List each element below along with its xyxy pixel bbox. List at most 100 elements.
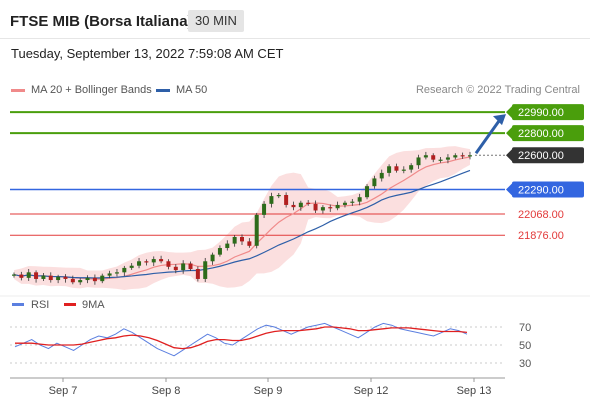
candle-body (262, 203, 267, 215)
candle-body (240, 236, 244, 242)
rsi-tick-label: 30 (519, 358, 531, 370)
rsi-panel: RSI 9MA 70 50 30 (10, 299, 531, 370)
chart-header: FTSE MIB (Borsa Italiana) 30 MIN (0, 0, 590, 39)
candle-body (350, 201, 355, 203)
candle-body (335, 204, 340, 209)
candle-body (26, 272, 31, 278)
candle-body (342, 202, 347, 205)
candle-body (401, 169, 406, 171)
candle-body (320, 207, 325, 211)
forecast-arrow-shaft (474, 117, 503, 155)
x-tick-label: Sep 13 (457, 385, 492, 397)
ma50-swatch (156, 88, 170, 92)
price-candles (12, 151, 472, 285)
ma9-line (15, 326, 468, 350)
level-label-resistance: 22800.00 (518, 128, 564, 140)
candle-body (137, 261, 142, 266)
candle-body (107, 273, 112, 276)
candle-body (166, 261, 171, 267)
candle-body (269, 196, 274, 204)
candle-body (394, 166, 399, 171)
candle-body (379, 172, 384, 179)
candle-body (114, 272, 119, 274)
candle-body (306, 202, 311, 204)
candle-body (254, 214, 259, 246)
candle-body (159, 259, 164, 262)
candle-body (387, 166, 392, 173)
ma50-line (13, 169, 471, 279)
legend-ma50: MA 50 (156, 84, 207, 96)
level-label-pivot: 22290.00 (518, 184, 564, 196)
candle-body (203, 261, 208, 279)
moving-averages (13, 156, 471, 280)
candle-body (313, 203, 318, 211)
candle-body (438, 159, 443, 161)
level-label-last: 22600.00 (518, 150, 564, 162)
candle-body (372, 178, 377, 187)
candle-body (445, 157, 450, 160)
level-tag-bg (512, 104, 584, 121)
candle-body (298, 202, 303, 208)
level-lines (10, 111, 505, 236)
candle-body (78, 280, 83, 283)
candle-body (291, 204, 296, 208)
candle-body (41, 275, 46, 279)
forecast-arrow (474, 114, 506, 155)
level-label-resistance: 22990.00 (518, 107, 564, 119)
candle-body (365, 186, 370, 198)
forecast-arrow-head (493, 114, 506, 126)
candle-body (453, 155, 458, 158)
ma20-line (13, 156, 471, 280)
timestamp: Tuesday, September 13, 2022 7:59:08 AM C… (11, 46, 284, 61)
candle-body (409, 165, 414, 170)
candle-body (357, 197, 362, 202)
ma9-legend-label: 9MA (82, 299, 105, 311)
timeframe-badge[interactable]: 30 MIN (188, 10, 244, 32)
level-tag-pointer (506, 106, 512, 119)
candle-body (416, 157, 421, 166)
candle-body (34, 272, 39, 279)
level-labels: 22990.00 22800.00 22600.00 22290.00 22068.00… (506, 104, 584, 242)
candle-body (100, 275, 105, 282)
candle-body (210, 254, 215, 262)
bollinger-fill (14, 146, 470, 290)
candle-body (468, 155, 472, 157)
candle-body (144, 261, 149, 263)
candle-body (129, 265, 134, 268)
rsi-tick-label: 70 (519, 322, 531, 334)
candle-body (70, 278, 75, 283)
level-label-support: 21876.00 (518, 230, 564, 242)
level-label-support: 22068.00 (518, 209, 564, 221)
x-axis: Sep 7 Sep 8 Sep 9 Sep 12 Sep 13 (0, 295, 590, 397)
page-title: FTSE MIB (Borsa Italiana) (10, 13, 193, 30)
level-tag-pointer (506, 127, 512, 140)
candle-body (12, 274, 16, 276)
research-credit: Research © 2022 Trading Central (415, 84, 580, 96)
level-tag-bg (512, 147, 584, 164)
bollinger-band (14, 146, 470, 290)
x-tick-label: Sep 9 (254, 385, 283, 397)
legend-ma50-label: MA 50 (176, 84, 208, 96)
rsi-legend-label: RSI (31, 299, 49, 311)
candle-body (63, 276, 68, 279)
candle-body (225, 243, 230, 249)
candle-body (284, 195, 289, 205)
candle-body (48, 275, 53, 281)
level-tag-bg (512, 181, 584, 198)
candle-body (122, 267, 127, 273)
rsi-tick-label: 50 (519, 340, 531, 352)
candle-body (423, 155, 428, 158)
level-tag-bg (512, 125, 584, 142)
legend-ma20: MA 20 + Bollinger Bands (11, 84, 152, 96)
candle-body (247, 241, 252, 246)
legend-ma20-label: MA 20 + Bollinger Bands (31, 84, 152, 96)
candle-body (276, 195, 281, 197)
candle-body (460, 155, 465, 157)
candle-body (92, 277, 97, 282)
candle-body (173, 266, 178, 271)
candle-body (181, 263, 186, 271)
candle-body (151, 259, 156, 263)
candle-body (195, 269, 200, 279)
candle-body (85, 277, 90, 281)
